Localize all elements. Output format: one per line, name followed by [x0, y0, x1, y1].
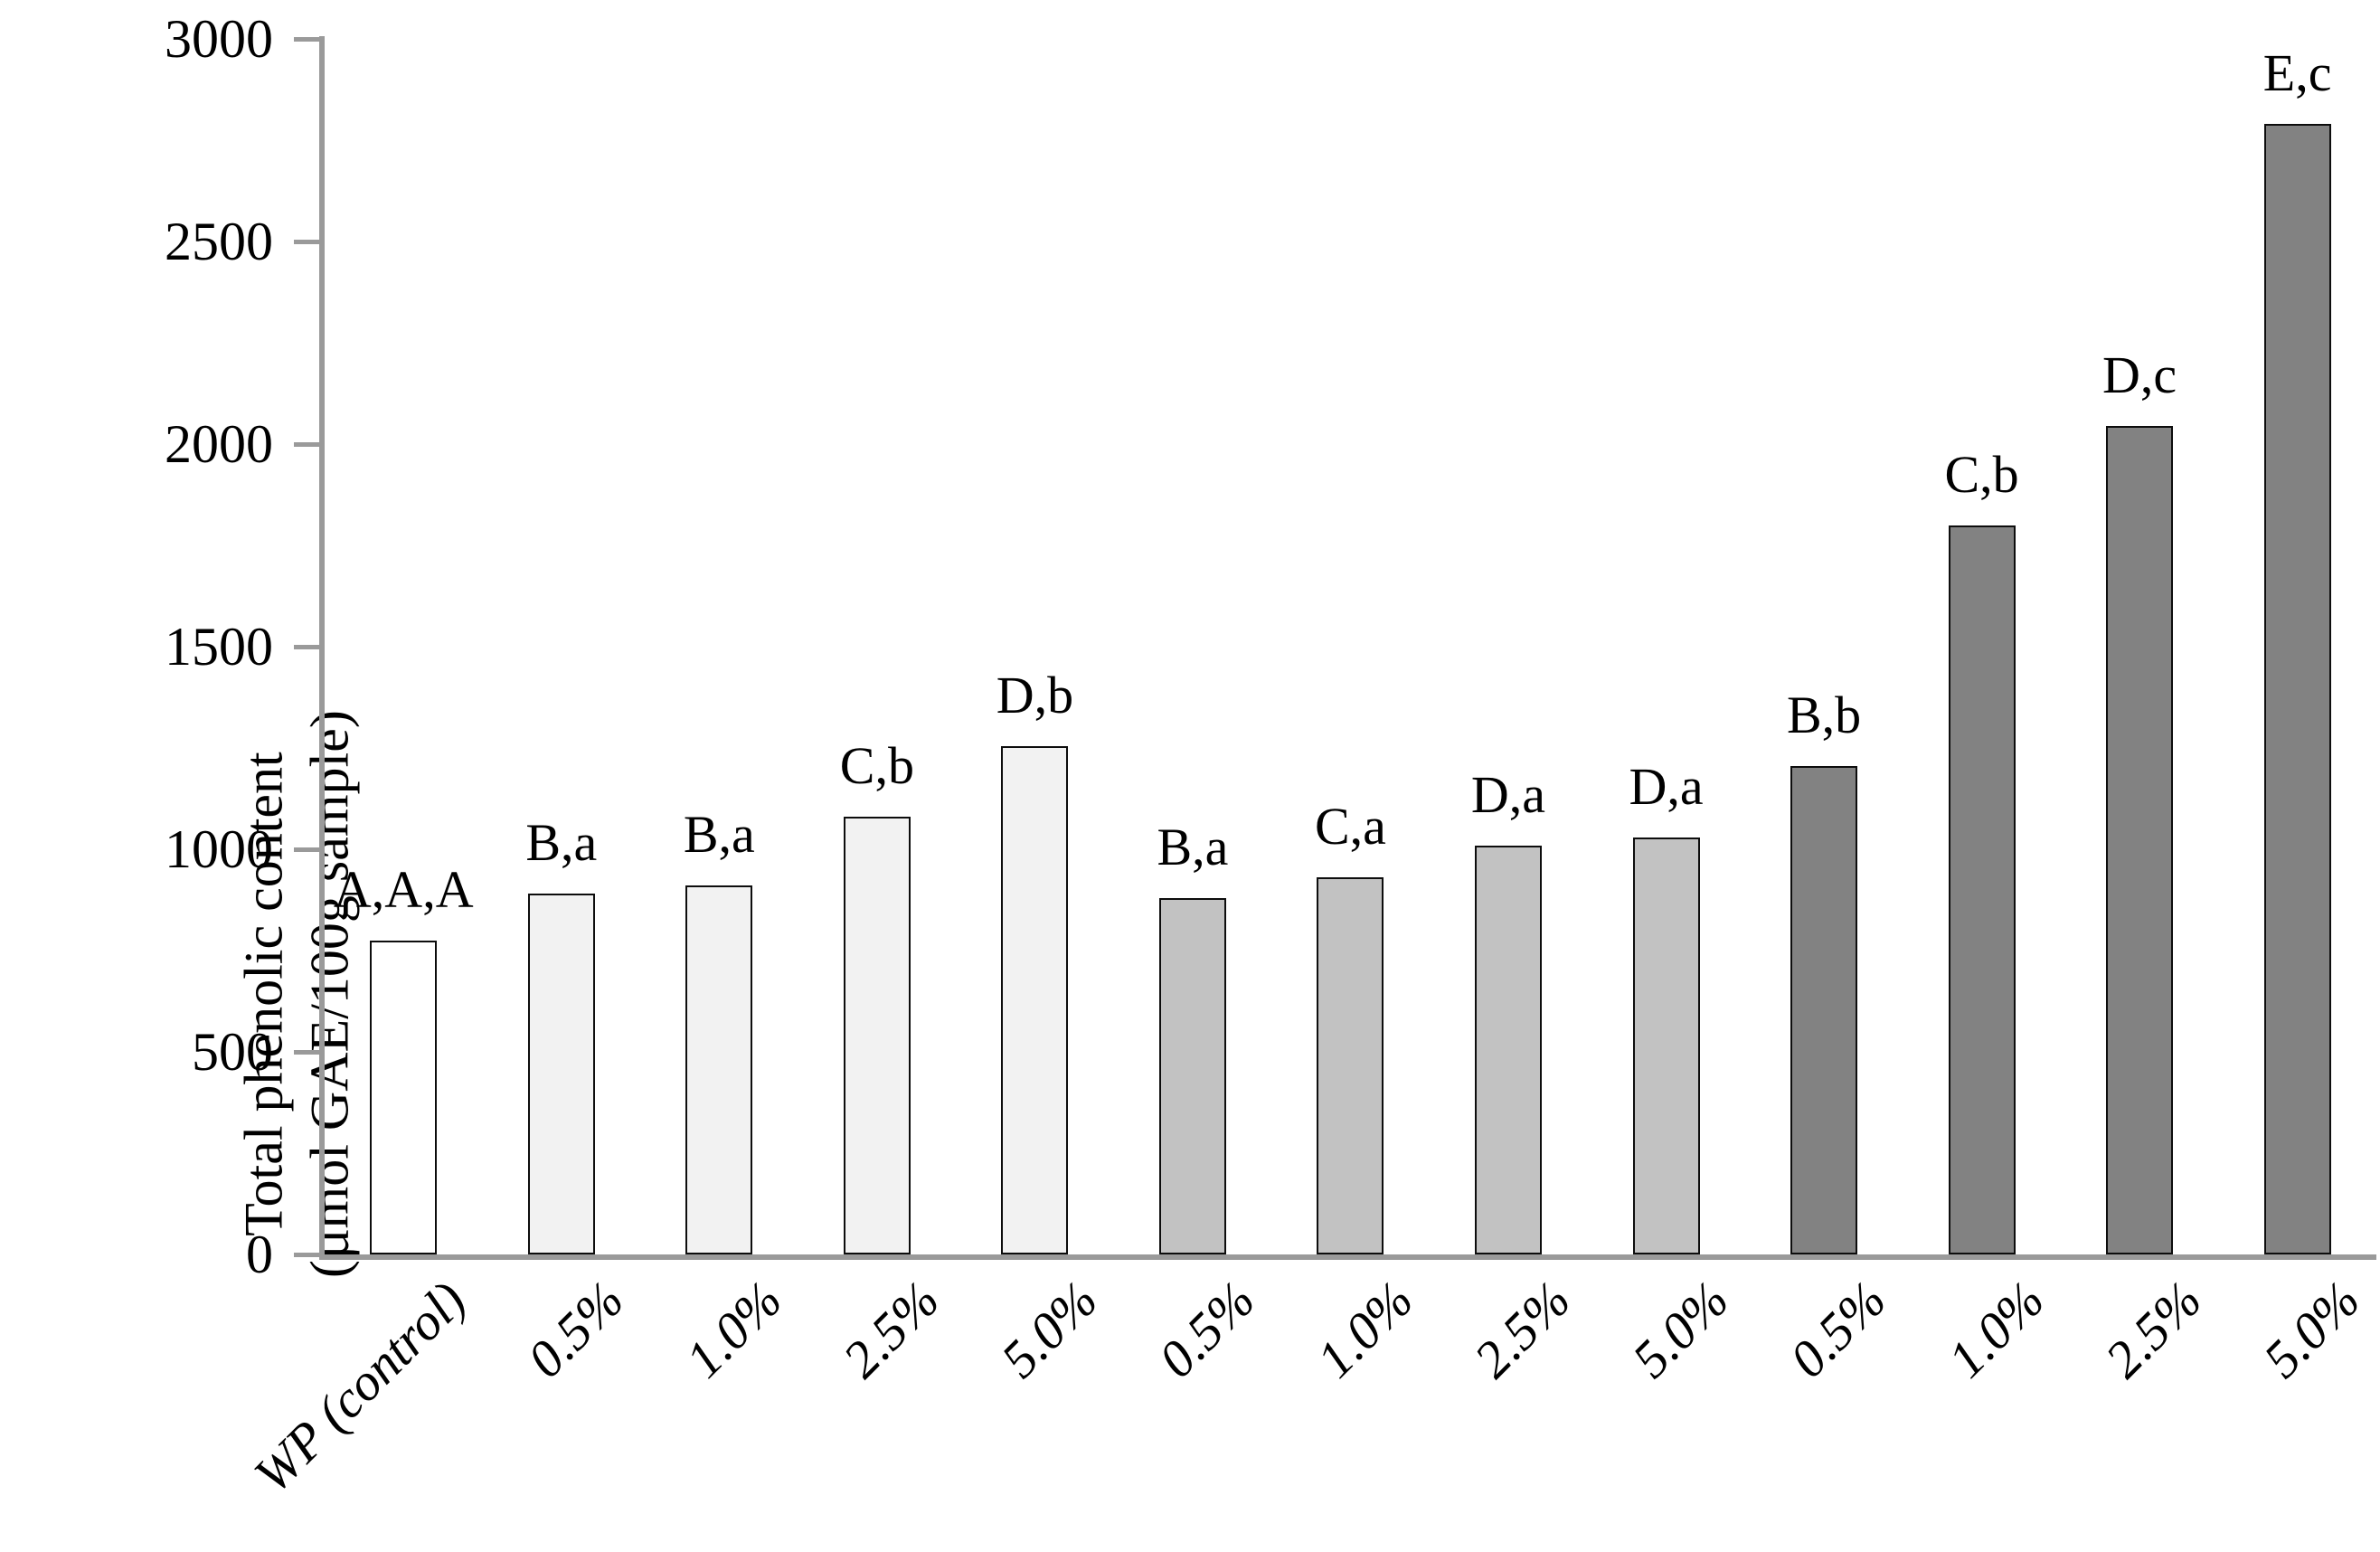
bar-significance-label: C,a	[1314, 797, 1386, 856]
y-tick-mark	[294, 239, 321, 244]
bar-group: D,a 2.5%	[1430, 39, 1588, 1389]
bar-group: D,b 5.0%	[956, 39, 1114, 1389]
x-tick-label: 2.5%	[831, 1270, 950, 1389]
bar-group: C,b 2.5%	[798, 39, 957, 1389]
x-tick-label: 0.5%	[1147, 1270, 1267, 1389]
x-tick-label: 0.5%	[1778, 1270, 1898, 1389]
bar	[1001, 746, 1069, 1254]
bar-group: C,b 1.0%	[1903, 39, 2061, 1389]
bar	[1948, 525, 2016, 1254]
plot-area: A,A,A WP (control) B,a 0.5% B,a 1.0% C,b 2.5% D,…	[242, 39, 2376, 1505]
bar	[527, 894, 595, 1254]
bar	[1474, 846, 1542, 1254]
bar	[1790, 766, 1858, 1254]
x-tick-label: WP (control)	[242, 1270, 477, 1505]
bar-significance-label: E,c	[2262, 43, 2332, 102]
bar	[2263, 124, 2331, 1254]
y-tick-label: 2500	[165, 212, 273, 271]
y-tick-label: 3000	[165, 9, 273, 69]
bar	[1158, 898, 1226, 1254]
bar-significance-label: D,a	[1629, 757, 1704, 816]
bar-significance-label: D,a	[1470, 765, 1546, 824]
y-tick-label: 0	[246, 1225, 273, 1284]
x-axis-line	[319, 1254, 2376, 1260]
y-tick-mark	[294, 644, 321, 649]
x-tick-label: 5.0%	[2252, 1270, 2371, 1389]
y-tick-mark	[294, 1049, 321, 1055]
bar-group: B,a 1.0%	[640, 39, 798, 1389]
y-tick-mark	[294, 36, 321, 42]
y-tick-mark	[294, 1252, 321, 1257]
y-tick-label: 1500	[165, 617, 273, 677]
x-tick-label: 5.0%	[989, 1270, 1109, 1389]
bar-significance-label: B,b	[1786, 686, 1862, 744]
bar-significance-label: C,b	[839, 736, 914, 795]
y-tick-label: 2000	[165, 414, 273, 474]
y-tick-label: 500	[192, 1022, 273, 1082]
bar-significance-label: C,b	[1944, 445, 2019, 504]
y-tick-mark	[294, 441, 321, 447]
bar-group: D,a 5.0%	[1587, 39, 1745, 1389]
x-tick-label: 1.0%	[1305, 1270, 1424, 1389]
x-tick-label: 2.5%	[1462, 1270, 1582, 1389]
bar-significance-label: A,A,A	[333, 860, 474, 919]
bar	[1632, 838, 1700, 1254]
x-tick-label: 0.5%	[515, 1270, 635, 1389]
y-axis-line	[319, 36, 325, 1259]
bar-group: C,a 1.0%	[1271, 39, 1430, 1389]
bar-group: A,A,A WP (control)	[242, 39, 483, 1505]
x-tick-label: 1.0%	[1936, 1270, 2055, 1389]
bar-group: B,a 0.5%	[1114, 39, 1272, 1389]
bar-group: B,b 0.5%	[1745, 39, 1903, 1389]
bar-significance-label: B,a	[1157, 818, 1229, 876]
bar	[370, 941, 438, 1254]
bar-significance-label: D,c	[2102, 345, 2177, 404]
bar-group: B,a 0.5%	[483, 39, 641, 1389]
bar-significance-label: D,b	[996, 666, 1074, 724]
bar	[1317, 877, 1384, 1254]
bar	[685, 885, 753, 1254]
y-tick-label: 1000	[165, 819, 273, 879]
y-axis-title-line1: Total phenolic content	[233, 752, 294, 1236]
y-tick-mark	[294, 847, 321, 852]
bar-group: D,c 2.5%	[2061, 39, 2219, 1389]
bar	[843, 817, 911, 1254]
x-tick-label: 5.0%	[1620, 1270, 1740, 1389]
x-tick-label: 2.5%	[2093, 1270, 2214, 1389]
x-tick-label: 1.0%	[674, 1270, 793, 1389]
bar-significance-label: B,a	[683, 805, 755, 864]
bar-significance-label: B,a	[525, 813, 598, 872]
bar	[2106, 426, 2174, 1254]
bar-group: E,c 5.0%	[2218, 39, 2376, 1389]
